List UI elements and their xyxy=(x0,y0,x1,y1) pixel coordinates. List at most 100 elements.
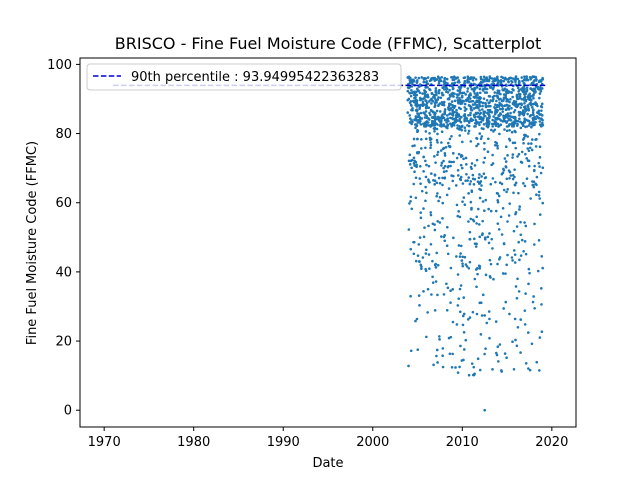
data-point xyxy=(443,239,447,243)
data-point xyxy=(452,236,455,240)
data-point xyxy=(429,213,433,217)
data-point xyxy=(416,348,420,351)
data-point xyxy=(533,164,536,168)
data-point xyxy=(440,91,444,95)
data-point xyxy=(408,163,412,166)
data-point xyxy=(442,83,446,86)
data-point xyxy=(538,156,542,159)
data-point xyxy=(444,145,448,149)
data-point xyxy=(451,174,455,178)
data-point xyxy=(429,138,432,141)
data-point xyxy=(411,82,414,86)
data-point xyxy=(447,107,450,111)
data-point xyxy=(529,197,532,200)
data-point xyxy=(461,262,464,265)
data-point xyxy=(535,137,538,141)
data-point xyxy=(524,152,527,156)
data-point xyxy=(514,338,517,342)
data-point xyxy=(427,106,431,110)
data-point xyxy=(417,243,421,246)
data-point xyxy=(418,236,422,239)
data-point xyxy=(436,361,439,364)
data-point xyxy=(421,256,425,259)
data-point xyxy=(435,78,438,82)
data-point xyxy=(541,78,545,81)
data-point xyxy=(491,87,495,90)
data-point xyxy=(480,135,484,138)
data-point xyxy=(414,176,418,180)
data-point xyxy=(420,265,423,269)
data-point xyxy=(533,306,536,310)
data-point xyxy=(435,251,439,255)
data-point xyxy=(419,111,423,115)
data-point xyxy=(407,364,410,368)
data-point xyxy=(414,126,417,130)
data-point xyxy=(520,238,524,242)
x-tick-label: 2020 xyxy=(535,435,568,450)
data-point xyxy=(429,242,433,246)
data-point xyxy=(460,95,464,99)
data-point xyxy=(501,104,504,108)
data-point xyxy=(521,110,525,114)
data-point xyxy=(486,235,490,239)
data-point xyxy=(499,79,503,82)
data-point xyxy=(436,115,440,119)
data-point xyxy=(474,101,477,104)
data-point xyxy=(534,103,538,107)
data-point xyxy=(460,166,464,170)
data-point xyxy=(538,92,542,95)
data-point xyxy=(449,122,452,125)
data-point xyxy=(511,122,515,125)
data-point xyxy=(412,156,416,160)
data-point xyxy=(511,141,515,145)
data-point xyxy=(436,293,439,297)
y-tick-label: 40 xyxy=(55,265,72,280)
data-point xyxy=(535,175,539,179)
data-point xyxy=(418,83,422,86)
data-point xyxy=(441,217,444,220)
data-point xyxy=(451,320,455,324)
data-point xyxy=(481,219,484,223)
data-point xyxy=(527,367,530,370)
data-point xyxy=(519,126,523,130)
data-point xyxy=(494,209,498,213)
data-point xyxy=(436,153,439,157)
data-point xyxy=(437,176,441,180)
data-point xyxy=(469,140,473,143)
data-point xyxy=(525,157,528,160)
data-point xyxy=(420,189,424,193)
data-point xyxy=(420,97,423,101)
data-point xyxy=(445,244,449,248)
data-point xyxy=(412,252,416,256)
data-point xyxy=(419,123,423,126)
data-point xyxy=(427,253,431,256)
data-point xyxy=(491,162,495,165)
data-point xyxy=(538,79,541,83)
data-point xyxy=(464,93,468,96)
data-point xyxy=(481,200,485,203)
data-point xyxy=(479,180,483,183)
data-point xyxy=(504,300,508,304)
data-point xyxy=(519,233,523,237)
data-point xyxy=(532,183,535,187)
data-point xyxy=(408,91,412,95)
data-point xyxy=(430,119,434,123)
data-point xyxy=(538,132,541,136)
data-point xyxy=(531,300,535,304)
data-point xyxy=(447,187,451,190)
data-point xyxy=(498,101,501,105)
data-point xyxy=(484,104,488,108)
data-point xyxy=(479,80,483,84)
data-point xyxy=(532,94,535,97)
data-point xyxy=(457,174,460,177)
data-point xyxy=(435,181,439,185)
data-point xyxy=(485,122,488,125)
data-point xyxy=(452,152,455,155)
data-point xyxy=(467,104,471,107)
data-point xyxy=(439,149,443,152)
data-point xyxy=(537,190,541,194)
data-point xyxy=(429,143,433,147)
data-point xyxy=(528,92,532,96)
data-point xyxy=(513,141,517,145)
data-point xyxy=(469,111,472,115)
